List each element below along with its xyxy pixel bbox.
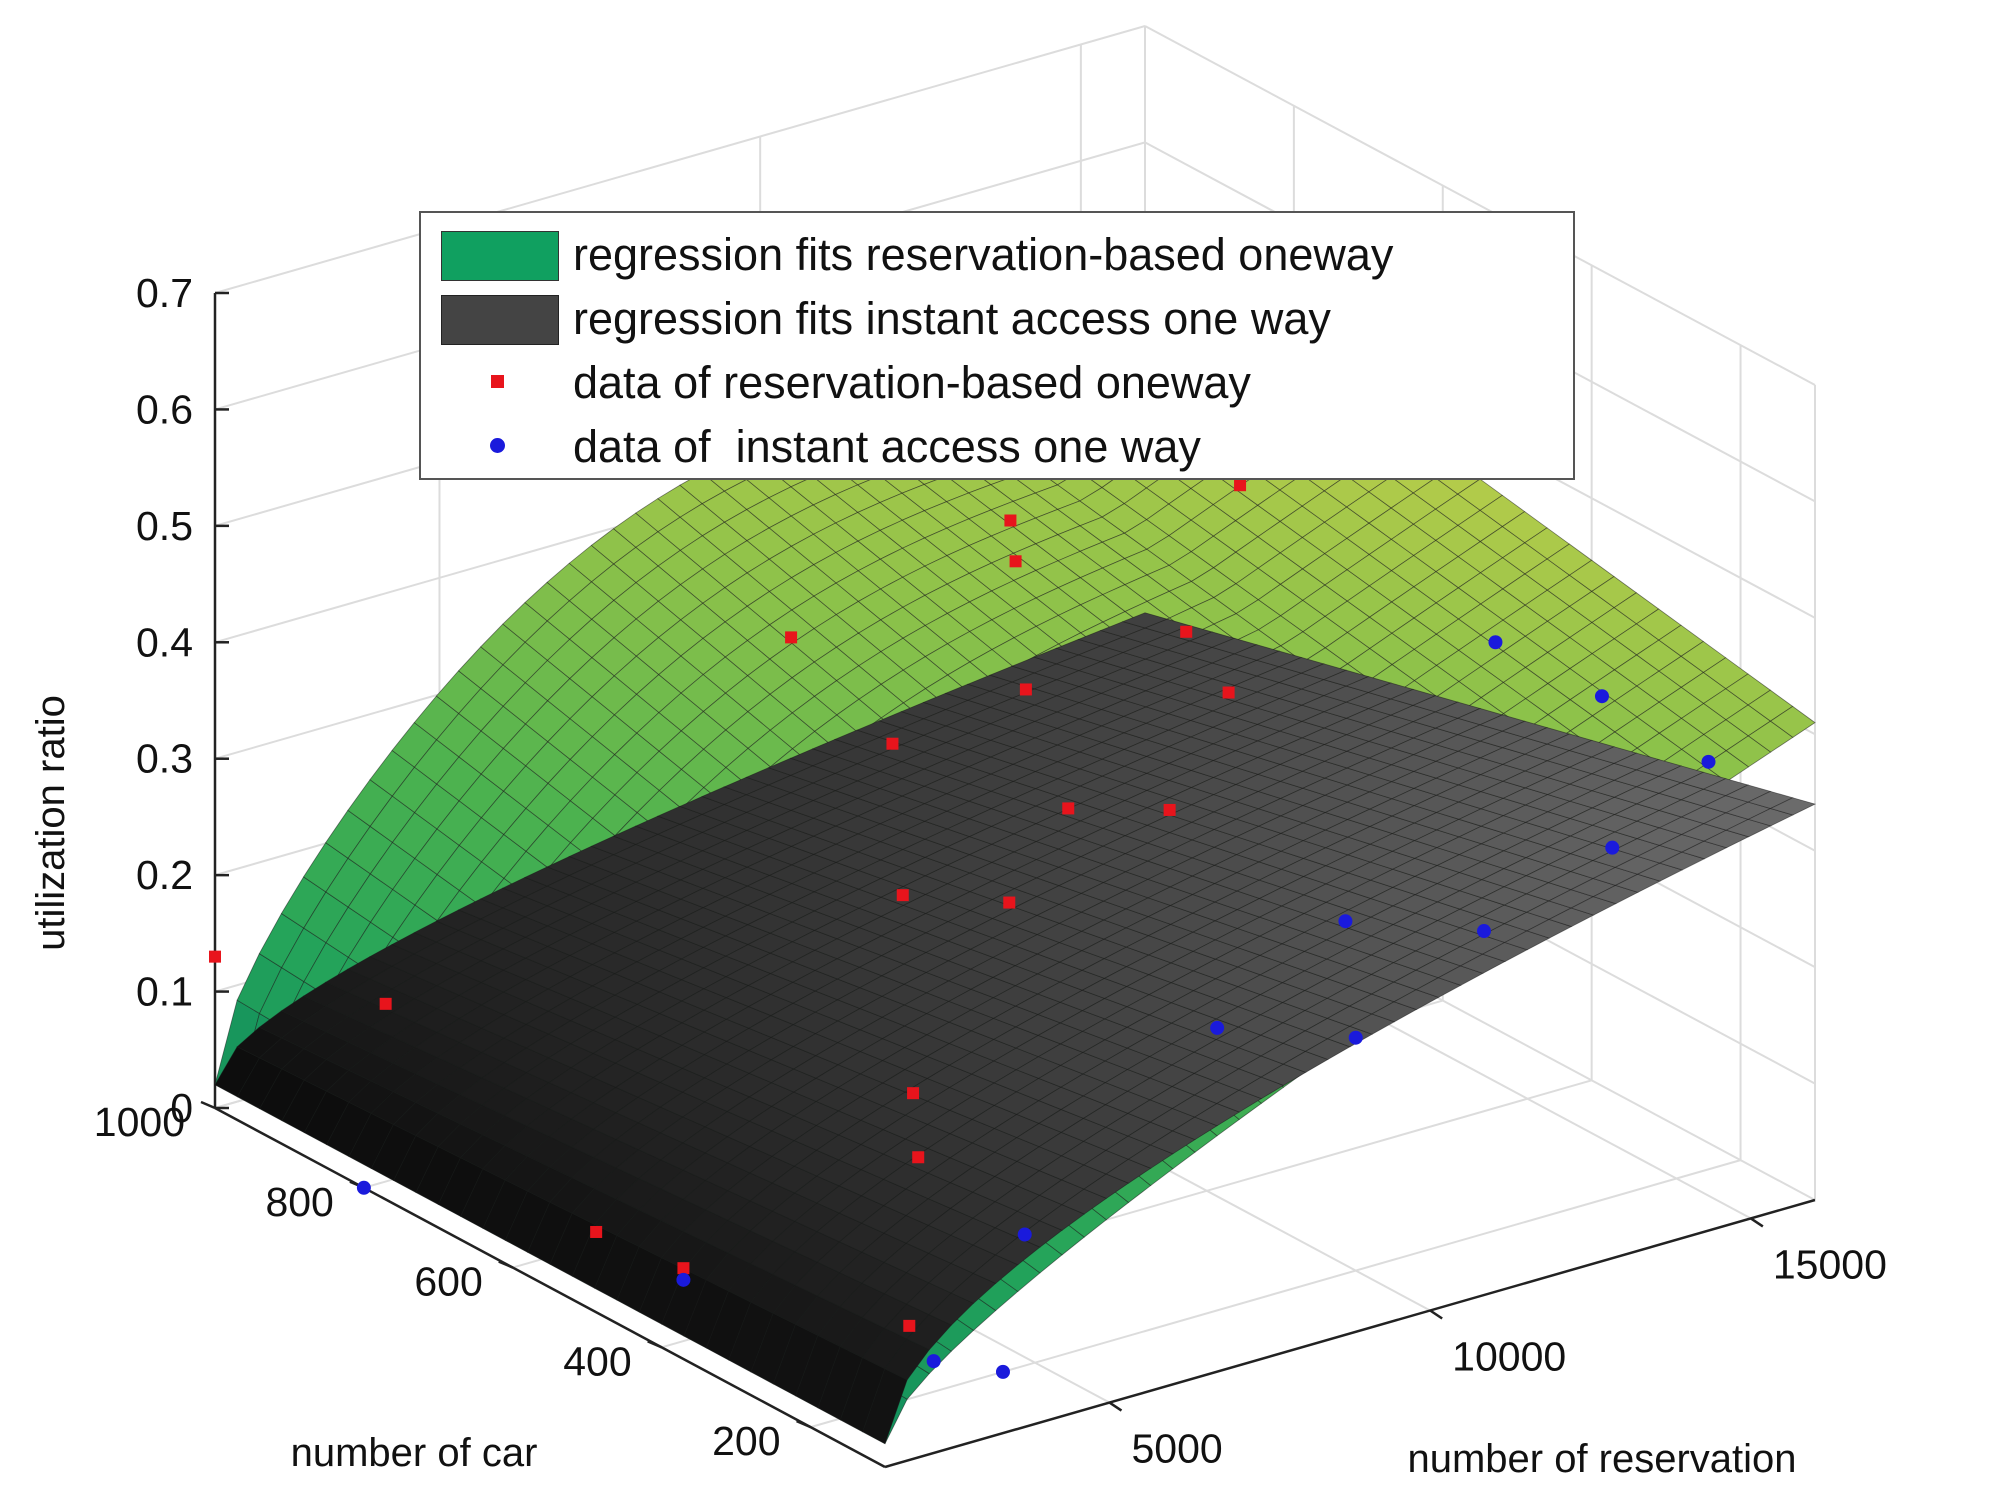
red-data-point [785,631,798,644]
red-data-point [1222,686,1235,699]
blue-data-point [1594,689,1609,704]
red-data-point [903,1319,916,1332]
z-tick-label: 0 [170,1085,193,1131]
blue-data-point [995,1364,1010,1379]
red-data-point [1234,479,1247,492]
blue-data-point [1017,1227,1032,1242]
x-axis-line [884,1198,1816,1469]
blue-data-point [1701,754,1716,769]
blue-data-point [356,1180,371,1195]
grid-line [1144,25,1816,386]
z-tick-label: 0.1 [136,969,193,1015]
red-data-point [1163,803,1176,816]
tick-labels: 0 0.1 0.2 0.3 0.4 0.5 0.6 0.7 1000 800 600 400 200 50… [94,270,1887,1472]
z-tick-label: 0.7 [136,270,193,316]
z-tick-label: 0.2 [136,852,193,898]
y-tick-label: 200 [712,1418,780,1464]
green-surface-swatch [441,231,559,281]
z-tick-label: 0.6 [136,386,193,432]
x-tick [1750,1217,1764,1228]
red-data-point [1180,625,1193,638]
y-tick [498,1260,514,1269]
surface-patch [1769,705,1816,738]
blue-data-point [1605,840,1620,855]
x-tick [1108,1401,1123,1412]
red-data-point [1003,896,1016,909]
legend-label: data of reservation-based oneway [573,357,1251,408]
x-tick-label: 5000 [1131,1426,1222,1472]
blue-data-point [1338,914,1353,929]
x-tick-label: 15000 [1773,1241,1887,1287]
z-tick-label: 0.5 [136,503,193,549]
x-tick-label: 10000 [1452,1333,1566,1379]
y-tick [647,1340,663,1349]
blue-data-point [1477,924,1492,939]
legend-item: data of instant access one way [421,415,1573,479]
grid-line [214,25,1146,294]
red-data-point [677,1262,690,1275]
surface-instant-access [214,612,1817,1445]
grid-line [810,1159,1741,1429]
red-data-point [590,1225,603,1238]
legend-item: regression fits reservation-based oneway [421,223,1573,287]
y-axis-line [214,1106,886,1469]
blue-data-point [676,1272,691,1287]
scatter-instant-access [356,635,1716,1379]
y-tick-label: 1000 [94,1099,185,1145]
z-axis-label: utilization ratio [29,695,73,951]
red-data-point [1004,514,1017,527]
y-tick-label: 400 [563,1338,631,1384]
legend: regression fits reservation-based oneway… [419,211,1575,480]
gray-surface-swatch [441,295,559,345]
legend-item: regression fits instant access one way [421,287,1573,351]
red-data-point [886,737,899,750]
z-tick-label: 0.4 [136,619,193,665]
legend-label: data of instant access one way [573,421,1201,472]
red-data-point [379,997,392,1010]
y-tick-label: 600 [414,1259,482,1305]
blue-data-point [1210,1020,1225,1035]
red-data-point [1019,683,1032,696]
legend-item: data of reservation-based oneway [421,351,1573,415]
surface-patch [1769,797,1817,816]
blue-data-point [926,1354,941,1369]
legend-label: regression fits instant access one way [573,293,1331,344]
red-data-point [1009,555,1022,568]
y-tick-label: 800 [265,1179,333,1225]
red-data-point [896,889,909,902]
axes [200,291,1816,1469]
red-data-point [1062,802,1075,815]
z-tick-label: 0.3 [136,736,193,782]
x-axis-label: number of reservation [1407,1437,1796,1481]
y-axis-label: number of car [291,1431,538,1475]
y-tick [200,1100,216,1110]
red-data-point [209,950,221,963]
blue-data-point [1488,635,1503,650]
blue-circle-marker [490,438,505,453]
red-data-point [912,1151,925,1164]
blue-data-point [1348,1030,1363,1045]
y-tick [796,1419,812,1429]
red-data-point [907,1087,920,1100]
red-square-marker [491,375,504,388]
legend-label: regression fits reservation-based oneway [573,229,1394,280]
x-tick [1429,1309,1443,1320]
